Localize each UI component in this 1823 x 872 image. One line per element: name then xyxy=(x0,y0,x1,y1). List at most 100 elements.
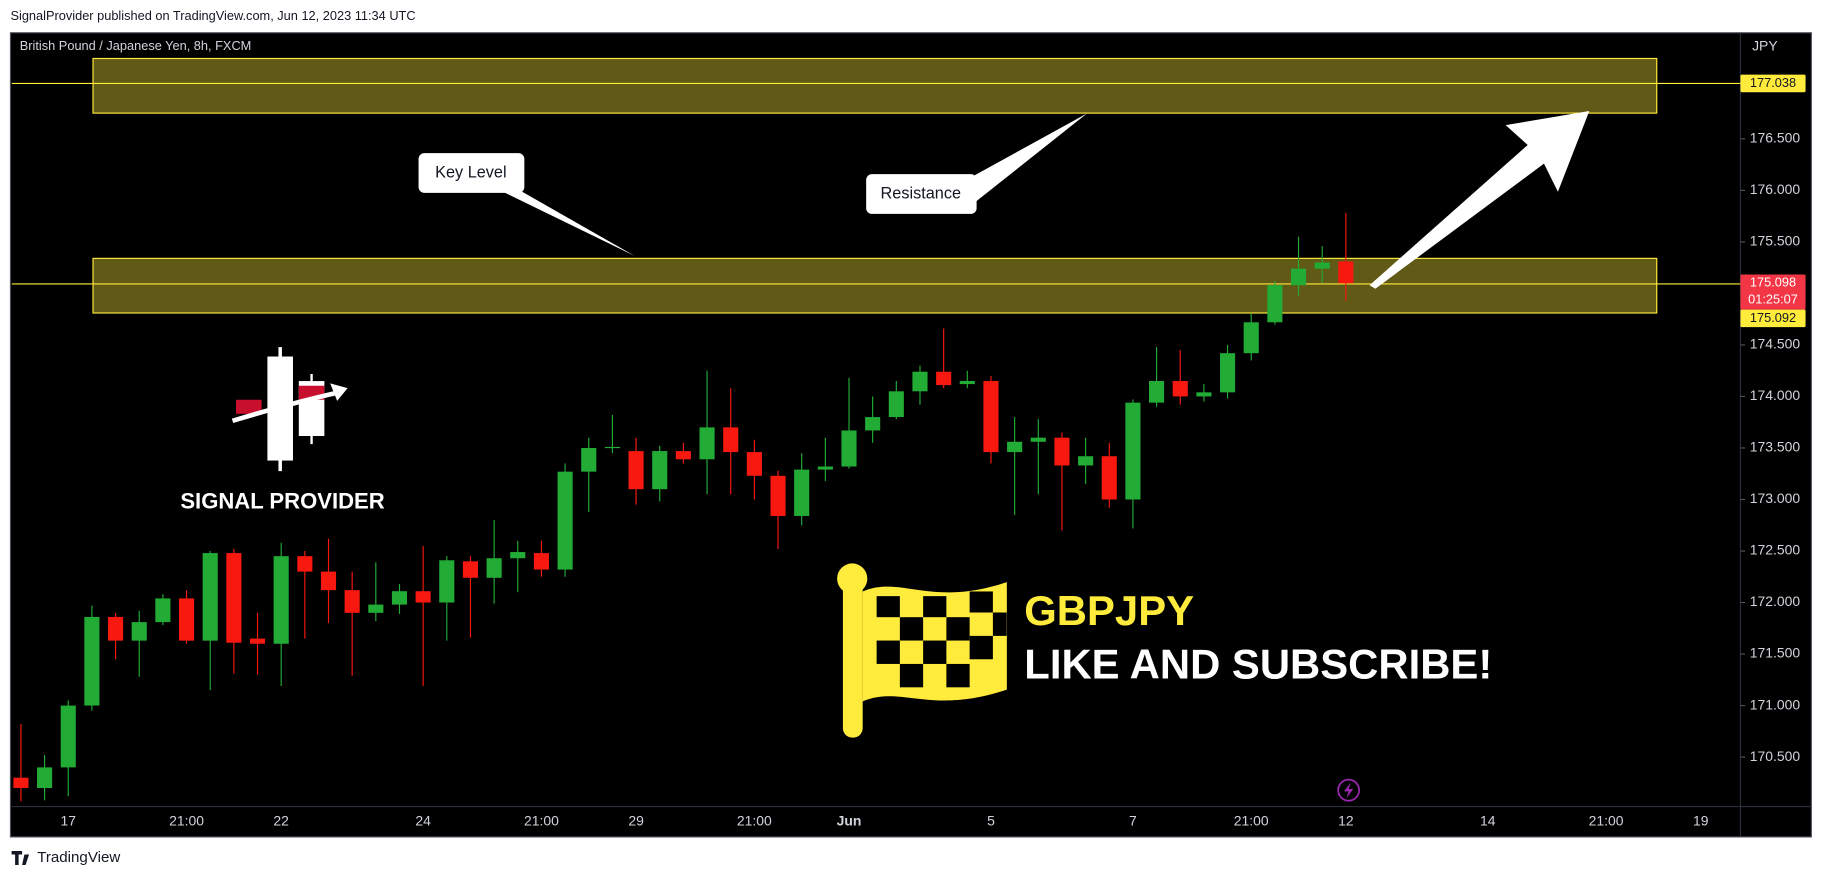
candle-body xyxy=(462,561,479,578)
resistance-box xyxy=(866,174,977,214)
candle-body xyxy=(273,556,289,644)
candle-body xyxy=(60,705,76,768)
candle-body xyxy=(912,371,928,392)
candle-body xyxy=(1243,322,1259,354)
y-tick-label: 170.500 xyxy=(1750,748,1801,764)
candle-body xyxy=(1220,353,1236,393)
y-tick-label: 174.000 xyxy=(1750,387,1801,403)
logo-text: SIGNAL PROVIDER xyxy=(180,488,384,513)
y-tick-label: 172.000 xyxy=(1750,593,1801,609)
candle-body xyxy=(486,558,502,578)
candle-body xyxy=(746,452,762,476)
candle-body xyxy=(510,552,526,559)
price-tag xyxy=(1740,74,1806,93)
y-tick-label: 176.000 xyxy=(1750,181,1801,197)
x-tick-label: 21:00 xyxy=(1234,812,1269,828)
candle-body xyxy=(249,638,266,644)
plot-area xyxy=(11,57,1741,802)
candle-body xyxy=(557,471,573,570)
candle-body xyxy=(936,371,952,386)
candle-body xyxy=(983,380,999,453)
resistance-label: Resistance xyxy=(881,184,961,202)
candle-body xyxy=(1290,268,1307,286)
y-tick-label: 176.500 xyxy=(1750,130,1801,146)
candle-body xyxy=(770,475,786,516)
candle-body xyxy=(1314,262,1330,269)
candle-body xyxy=(368,604,384,613)
price-tag-label: 175.098 xyxy=(1750,275,1796,290)
price-tag-label: 175.092 xyxy=(1750,310,1796,325)
candle-body xyxy=(865,417,881,431)
x-tick-label: 24 xyxy=(415,812,431,828)
candle-body xyxy=(155,598,171,623)
key-level-pointer xyxy=(488,184,635,256)
candle-body xyxy=(699,427,715,460)
candle-body xyxy=(297,556,313,572)
price-tag xyxy=(1740,274,1806,310)
x-tick-label: 19 xyxy=(1693,812,1709,828)
candle-body xyxy=(723,427,739,453)
axes: 176.500176.000175.500175.000174.500174.0… xyxy=(60,74,1806,828)
candle-body xyxy=(581,447,597,472)
x-tick-label: 12 xyxy=(1338,812,1354,828)
footer-brand: TradingView xyxy=(37,849,120,866)
ticker-text: GBPJPY xyxy=(1024,587,1194,634)
y-tick-label: 172.500 xyxy=(1750,542,1801,558)
candle-body xyxy=(226,553,242,643)
candle-body xyxy=(84,616,100,706)
x-tick-label: 14 xyxy=(1480,812,1496,828)
candle-body xyxy=(1101,456,1117,500)
x-tick-label: 21:00 xyxy=(169,812,204,828)
y-tick-label: 174.500 xyxy=(1750,336,1801,352)
y-tick-label: 173.000 xyxy=(1750,490,1801,506)
candle-body xyxy=(131,622,147,641)
candle-body xyxy=(841,430,857,467)
y-tick-label: 173.500 xyxy=(1750,439,1801,455)
candle-body xyxy=(178,598,195,641)
candle-body xyxy=(1196,392,1212,397)
candle-body xyxy=(604,446,620,449)
candle-body xyxy=(794,469,810,516)
candle-body xyxy=(320,571,337,591)
y-tick-label: 171.000 xyxy=(1750,696,1801,712)
key-level-box xyxy=(418,153,525,193)
x-tick-label: 17 xyxy=(60,812,76,828)
x-tick-label: 21:00 xyxy=(524,812,559,828)
key-level-label: Key Level xyxy=(435,163,506,181)
resistance-pointer xyxy=(953,113,1088,202)
x-tick-label: 21:00 xyxy=(737,812,772,828)
cta-text: LIKE AND SUBSCRIBE! xyxy=(1024,640,1492,687)
zone xyxy=(92,257,1658,314)
y-tick-label: 175.500 xyxy=(1750,233,1801,249)
candle-body xyxy=(959,380,975,385)
candle-body xyxy=(888,391,904,418)
currency-label: JPY xyxy=(1752,37,1778,53)
candle-body xyxy=(108,616,124,641)
candle-body xyxy=(1149,380,1165,403)
candle-body xyxy=(817,466,833,470)
x-tick-label: 5 xyxy=(987,812,995,828)
candle-body xyxy=(391,591,408,605)
footer-logo xyxy=(11,850,30,865)
candle-body xyxy=(344,590,360,613)
x-tick-label: 22 xyxy=(273,812,289,828)
x-tick-label: 29 xyxy=(628,812,644,828)
candle-body xyxy=(439,560,455,603)
lightning-icon xyxy=(1337,778,1360,802)
candle-body xyxy=(13,777,29,788)
price-tag-countdown: 01:25:07 xyxy=(1748,292,1798,307)
flag-icon xyxy=(837,563,1007,738)
price-tag xyxy=(1740,309,1806,328)
candle-body xyxy=(1338,261,1354,284)
candle-body xyxy=(628,451,644,490)
candle-body xyxy=(37,767,53,788)
candle-body xyxy=(1267,285,1283,323)
price-tag-label: 177.038 xyxy=(1750,75,1796,90)
candle-body xyxy=(533,553,549,570)
candle-body xyxy=(1030,437,1046,442)
y-tick-label: 171.500 xyxy=(1750,645,1801,661)
target-arrow xyxy=(1369,111,1590,289)
candle-body xyxy=(415,591,431,603)
candle-body xyxy=(1054,437,1070,466)
